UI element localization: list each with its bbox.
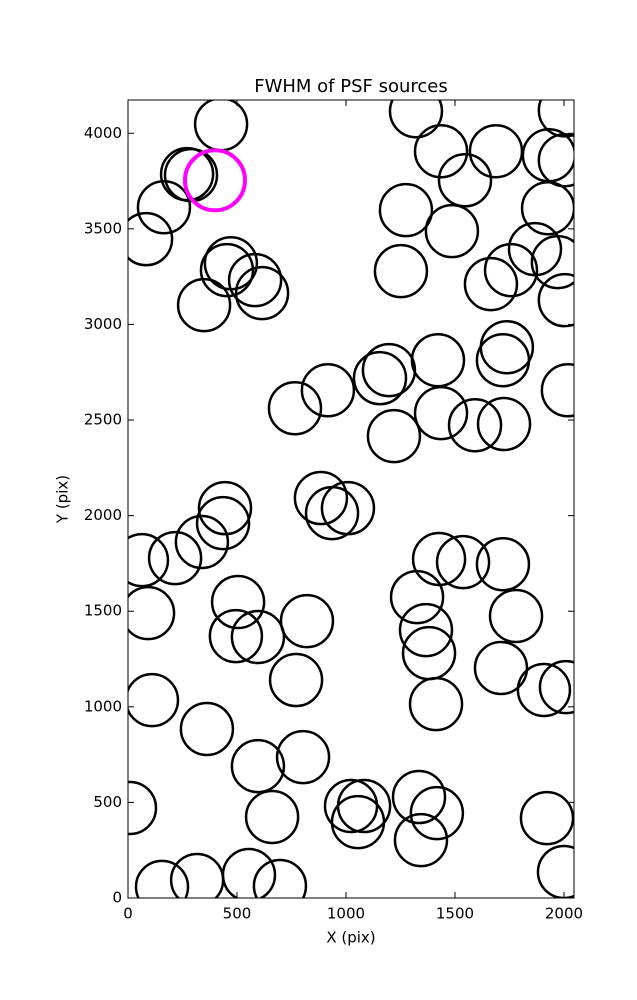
plot-frame bbox=[127, 99, 575, 899]
source-marker bbox=[398, 602, 454, 658]
source-marker bbox=[475, 536, 531, 592]
source-marker bbox=[401, 625, 457, 681]
y-tick-label: 3500 bbox=[84, 219, 122, 237]
x-tick-label: 0 bbox=[123, 905, 133, 923]
source-marker bbox=[389, 569, 445, 625]
source-marker bbox=[182, 148, 247, 213]
source-marker bbox=[413, 123, 469, 179]
source-marker bbox=[199, 242, 255, 298]
source-marker bbox=[409, 785, 465, 841]
x-tick-label: 2000 bbox=[545, 905, 583, 923]
source-marker bbox=[128, 532, 170, 588]
source-marker bbox=[483, 242, 539, 298]
source-marker bbox=[361, 342, 417, 398]
source-marker bbox=[391, 769, 447, 825]
source-marker bbox=[163, 147, 219, 203]
source-marker bbox=[128, 585, 176, 641]
source-marker bbox=[519, 790, 574, 846]
source-marker bbox=[147, 530, 203, 586]
source-marker bbox=[447, 397, 503, 453]
source-marker bbox=[424, 203, 480, 259]
source-marker bbox=[208, 608, 264, 664]
source-marker bbox=[437, 153, 493, 208]
source-marker bbox=[136, 180, 192, 235]
source-marker bbox=[373, 243, 429, 299]
source-marker bbox=[413, 385, 469, 441]
y-tick-label: 4000 bbox=[84, 124, 122, 142]
y-tick-label: 2500 bbox=[84, 411, 122, 429]
source-marker bbox=[193, 100, 249, 152]
source-marker bbox=[388, 100, 444, 139]
source-marker bbox=[476, 396, 532, 452]
source-marker bbox=[463, 256, 519, 312]
source-marker bbox=[536, 844, 574, 898]
source-marker bbox=[304, 485, 360, 541]
source-marker bbox=[366, 408, 422, 464]
source-marker bbox=[530, 234, 574, 290]
source-marker bbox=[537, 100, 574, 138]
source-marker bbox=[473, 640, 529, 696]
y-tick-label: 1500 bbox=[84, 602, 122, 620]
source-marker bbox=[267, 380, 323, 436]
y-tick-label: 3000 bbox=[84, 315, 122, 333]
y-axis-label: Y (pix) bbox=[54, 475, 72, 524]
source-marker bbox=[179, 701, 235, 757]
source-marker bbox=[234, 265, 290, 321]
source-marker bbox=[538, 659, 574, 715]
source-marker bbox=[279, 593, 335, 649]
chart-title: FWHM of PSF sources bbox=[254, 76, 448, 97]
source-marker bbox=[210, 574, 266, 630]
y-tick-label: 1000 bbox=[84, 697, 122, 715]
source-marker bbox=[537, 132, 574, 188]
source-marker bbox=[320, 480, 376, 536]
source-marker bbox=[435, 534, 491, 590]
source-marker bbox=[134, 859, 190, 898]
source-marker bbox=[468, 123, 524, 179]
source-marker bbox=[195, 495, 251, 551]
source-marker bbox=[128, 672, 180, 728]
source-marker bbox=[330, 794, 386, 850]
x-tick-label: 500 bbox=[223, 905, 252, 923]
source-marker bbox=[244, 789, 300, 845]
source-marker bbox=[293, 470, 349, 526]
source-marker bbox=[128, 780, 158, 836]
source-marker bbox=[300, 362, 356, 418]
source-marker bbox=[227, 252, 283, 308]
source-marker bbox=[176, 277, 232, 333]
source-marker bbox=[408, 676, 464, 732]
source-marker bbox=[475, 332, 531, 388]
source-marker bbox=[352, 350, 408, 406]
source-marker bbox=[336, 778, 392, 834]
source-marker bbox=[520, 180, 574, 236]
y-tick-label: 500 bbox=[93, 793, 122, 811]
source-marker bbox=[537, 272, 574, 328]
y-tick-label: 0 bbox=[112, 889, 122, 907]
source-marker bbox=[540, 362, 574, 418]
source-marker bbox=[268, 652, 324, 708]
source-marker bbox=[230, 738, 286, 794]
source-marker bbox=[411, 531, 467, 587]
source-marker bbox=[516, 662, 572, 718]
x-tick-label: 1000 bbox=[327, 905, 365, 923]
x-tick-label: 1500 bbox=[436, 905, 474, 923]
source-marker bbox=[128, 211, 174, 267]
source-marker bbox=[275, 729, 331, 785]
source-marker bbox=[393, 812, 449, 868]
y-tick-label: 2000 bbox=[84, 506, 122, 524]
source-marker bbox=[197, 480, 253, 536]
source-marker bbox=[378, 182, 434, 238]
source-marker bbox=[221, 847, 277, 898]
source-marker bbox=[174, 514, 230, 570]
source-marker bbox=[252, 858, 308, 898]
source-marker bbox=[230, 609, 286, 665]
source-marker bbox=[488, 588, 544, 644]
x-axis-label: X (pix) bbox=[326, 929, 375, 947]
plot-area bbox=[128, 100, 574, 898]
source-marker bbox=[410, 332, 466, 388]
